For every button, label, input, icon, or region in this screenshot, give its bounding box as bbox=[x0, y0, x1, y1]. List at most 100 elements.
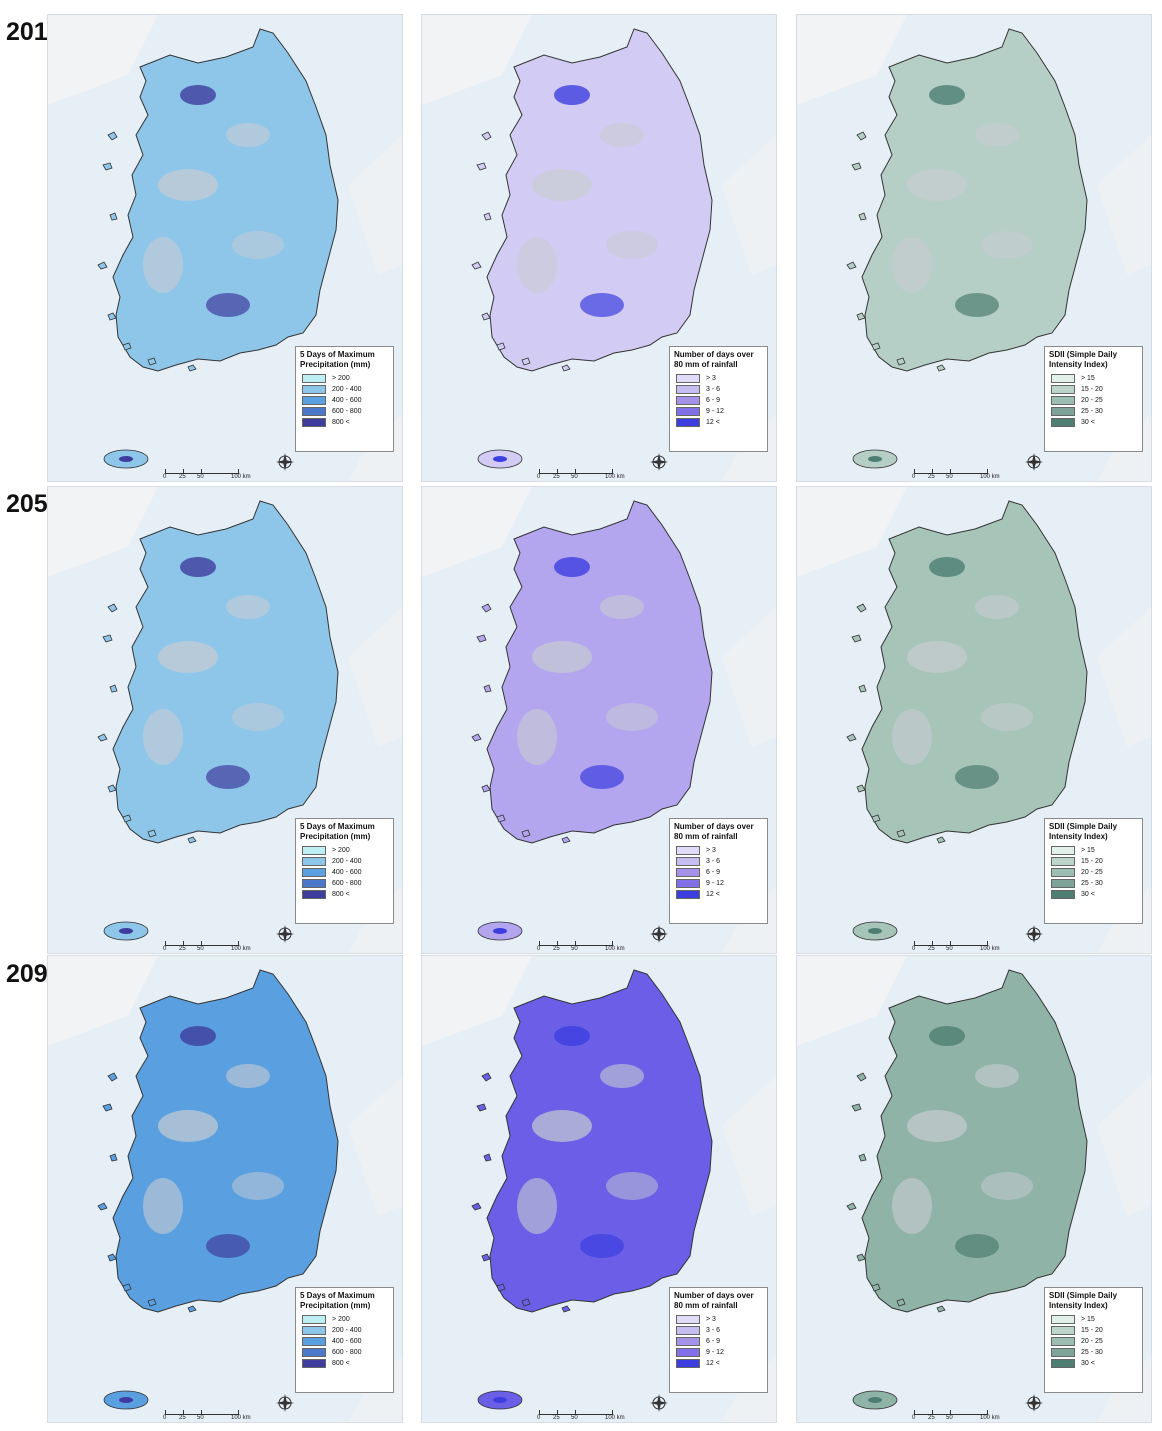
legend-item: 12 < bbox=[670, 889, 767, 900]
legend-label: 600 - 800 bbox=[332, 1349, 362, 1356]
intensity-patch bbox=[206, 765, 250, 789]
legend-item: > 3 bbox=[670, 845, 767, 856]
legend-swatch bbox=[676, 385, 700, 394]
map-panel-sdii-2092y: SDII (Simple Daily Intensity Index) > 15… bbox=[796, 955, 1152, 1423]
legend-item: > 15 bbox=[1045, 373, 1142, 384]
background-land-nw bbox=[422, 956, 532, 1046]
background-land-east bbox=[1097, 607, 1151, 747]
peninsula-shape bbox=[112, 969, 339, 1313]
scale-tick-label: 25 bbox=[553, 474, 560, 480]
legend-item: 200 - 400 bbox=[296, 1325, 393, 1336]
legend-item: > 200 bbox=[296, 1314, 393, 1325]
scale-bar: 0 25 50 100 km bbox=[163, 1410, 295, 1422]
background-land-nw bbox=[797, 15, 907, 105]
legend-label: 800 < bbox=[332, 1360, 350, 1367]
legend-swatch bbox=[676, 1337, 700, 1346]
land-patch bbox=[606, 703, 658, 731]
legend-item: 25 - 30 bbox=[1045, 1347, 1142, 1358]
scale-tick-label: 100 km bbox=[980, 474, 1000, 480]
scale-tick-label: 25 bbox=[928, 474, 935, 480]
scale-tick-label: 25 bbox=[553, 946, 560, 952]
peninsula-shape bbox=[486, 969, 713, 1313]
jeju-intensity bbox=[493, 1397, 507, 1403]
intensity-patch bbox=[929, 1026, 965, 1046]
legend-item: > 15 bbox=[1045, 1314, 1142, 1325]
land-patch bbox=[226, 1064, 270, 1088]
scale-tick-label: 25 bbox=[179, 1415, 186, 1421]
legend-title: SDII (Simple Daily Intensity Index) bbox=[1049, 350, 1118, 369]
legend-box: 5 Days of Maximum Precipitation (mm) > 2… bbox=[295, 818, 394, 924]
intensity-patch bbox=[180, 1026, 216, 1046]
land-patch bbox=[226, 595, 270, 619]
legend-swatch bbox=[676, 418, 700, 427]
intensity-patch bbox=[180, 85, 216, 105]
islands bbox=[846, 603, 946, 844]
legend-swatch bbox=[676, 1315, 700, 1324]
legend-swatch bbox=[676, 407, 700, 416]
land-patch bbox=[517, 237, 557, 293]
land-patch bbox=[981, 703, 1033, 731]
scale-bar: 0 25 50 100 km bbox=[912, 1410, 1044, 1422]
scale-tick-label: 25 bbox=[553, 1415, 560, 1421]
north-arrow-icon bbox=[1025, 453, 1043, 471]
legend-swatch bbox=[1051, 385, 1075, 394]
peninsula-shape bbox=[486, 28, 713, 372]
legend-item: > 200 bbox=[296, 845, 393, 856]
background-land-nw bbox=[48, 956, 158, 1046]
scale-tick-label: 0 bbox=[163, 946, 167, 952]
land-patch bbox=[532, 641, 592, 673]
legend-swatch bbox=[302, 374, 326, 383]
land-patch bbox=[975, 1064, 1019, 1088]
legend-item: > 15 bbox=[1045, 845, 1142, 856]
land-patch bbox=[600, 595, 644, 619]
legend-label: 30 < bbox=[1081, 891, 1095, 898]
legend-label: 600 - 800 bbox=[332, 408, 362, 415]
map-canvas bbox=[48, 487, 402, 953]
scale-bar: 0 25 50 100 km bbox=[537, 1410, 669, 1422]
legend-swatch bbox=[302, 1337, 326, 1346]
legend-item: 600 - 800 bbox=[296, 1347, 393, 1358]
legend-label: 800 < bbox=[332, 891, 350, 898]
land-patch bbox=[606, 231, 658, 259]
legend-swatch bbox=[302, 890, 326, 899]
scale-tick-label: 50 bbox=[571, 946, 578, 952]
legend-box: Number of days over 80 mm of rainfall > … bbox=[669, 1287, 768, 1393]
land-patch bbox=[907, 641, 967, 673]
peninsula-shape bbox=[112, 28, 339, 372]
legend-item: 3 - 6 bbox=[670, 384, 767, 395]
islands bbox=[471, 603, 571, 844]
background-land-east bbox=[348, 607, 402, 747]
legend-swatch bbox=[676, 857, 700, 866]
legend-title: 5 Days of Maximum Precipitation (mm) bbox=[300, 822, 375, 841]
legend-swatch bbox=[1051, 879, 1075, 888]
legend-swatch bbox=[1051, 890, 1075, 899]
land-patch bbox=[892, 237, 932, 293]
intensity-patch bbox=[206, 1234, 250, 1258]
legend-item: 600 - 800 bbox=[296, 406, 393, 417]
scale-tick-label: 100 km bbox=[980, 1415, 1000, 1421]
land-patch bbox=[532, 1110, 592, 1142]
land-patch bbox=[907, 169, 967, 201]
legend-label: 3 - 6 bbox=[706, 858, 721, 865]
legend-item: 9 - 12 bbox=[670, 406, 767, 417]
land-patch bbox=[158, 641, 218, 673]
legend-label: 12 < bbox=[706, 419, 720, 426]
legend-item: > 3 bbox=[670, 373, 767, 384]
land-patch bbox=[907, 1110, 967, 1142]
jeju-intensity bbox=[493, 928, 507, 934]
legend-swatch bbox=[302, 407, 326, 416]
peninsula-shape bbox=[861, 500, 1088, 844]
land-patch bbox=[232, 231, 284, 259]
land-patch bbox=[600, 123, 644, 147]
legend-item: 30 < bbox=[1045, 889, 1142, 900]
north-arrow-icon bbox=[276, 925, 294, 943]
legend-box: SDII (Simple Daily Intensity Index) > 15… bbox=[1044, 346, 1143, 452]
legend-label: 6 - 9 bbox=[706, 869, 721, 876]
jeju-intensity bbox=[868, 456, 882, 462]
legend-box: SDII (Simple Daily Intensity Index) > 15… bbox=[1044, 1287, 1143, 1393]
background-land-east bbox=[722, 1076, 776, 1216]
scale-tick-label: 0 bbox=[537, 474, 541, 480]
background-land-east bbox=[1097, 1076, 1151, 1216]
legend-swatch bbox=[302, 396, 326, 405]
jeju-intensity bbox=[119, 456, 133, 462]
